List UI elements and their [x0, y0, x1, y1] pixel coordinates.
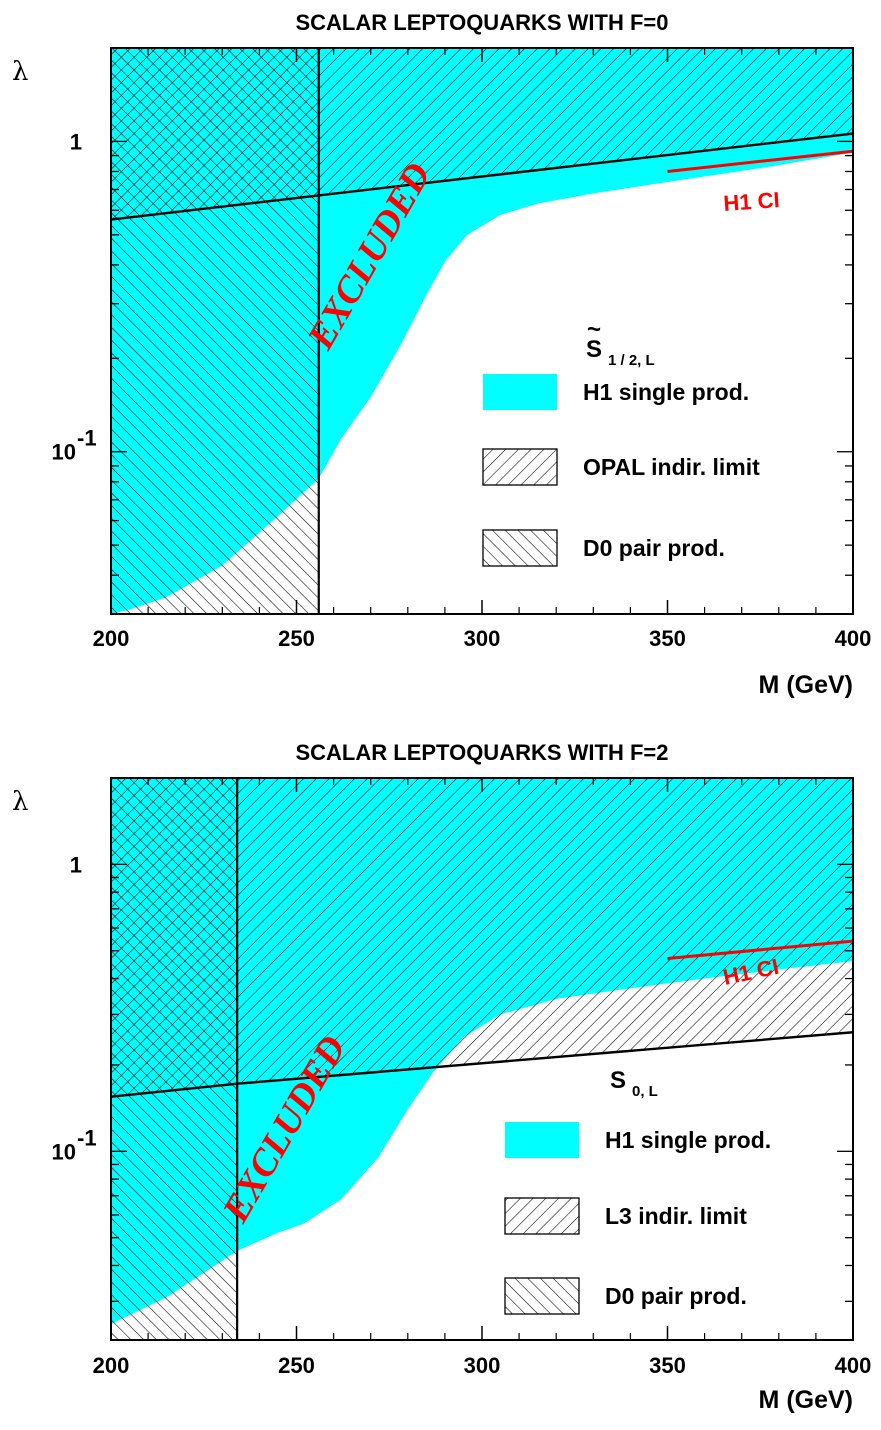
y-tick-exponent: -1 — [77, 1125, 97, 1150]
chart-panel-f0: 200 250 300 350 400 1 10-1 SCALAR LEPTOQUARKS W… — [12, 10, 871, 699]
x-axis-label: M (GeV) — [759, 671, 853, 699]
x-tick-label: 250 — [278, 626, 315, 651]
x-tick-label: 400 — [835, 626, 872, 651]
chart-title: SCALAR LEPTOQUARKS WITH F=0 — [295, 10, 668, 35]
legend-swatch — [482, 529, 558, 567]
y-tick-label: 10 — [52, 1139, 76, 1164]
model-label-subscript: 0, L — [632, 1083, 658, 1100]
d0-pair-prod-region — [111, 778, 238, 1340]
plot-area — [111, 48, 853, 614]
x-ticks: 200 250 300 350 400 — [93, 778, 872, 1378]
x-tick-label: 300 — [464, 626, 501, 651]
legend: H1 single prod. L3 indir. limit D0 pair pr… — [504, 1122, 771, 1315]
x-tick-label: 350 — [649, 626, 686, 651]
legend-label: D0 pair prod. — [583, 535, 725, 561]
legend-label: OPAL indir. limit — [583, 454, 760, 480]
y-tick-label: 1 — [70, 129, 82, 154]
y-ticks: 1 10-1 — [52, 47, 853, 615]
y-ticks: 1 10-1 — [52, 777, 853, 1302]
x-tick-label: 200 — [93, 626, 130, 651]
legend-swatch — [482, 448, 558, 486]
y-tick-exponent: -1 — [77, 426, 97, 451]
legend-swatch — [505, 1122, 579, 1158]
legend-label: D0 pair prod. — [605, 1283, 747, 1309]
legend: H1 single prod. OPAL indir. limit D0 pair … — [482, 374, 760, 567]
legend-swatch — [504, 1277, 580, 1315]
x-axis-label: M (GeV) — [759, 1386, 853, 1414]
x-tick-label: 400 — [835, 1353, 872, 1378]
chart-panel-f2: 200 250 300 350 400 1 10-1 SCALAR LEPTOQUARKS W… — [12, 740, 871, 1414]
x-tick-label: 250 — [278, 1353, 315, 1378]
h1-ci-curve — [667, 149, 853, 173]
h1-ci-label: H1 CI — [723, 187, 781, 216]
legend-label: L3 indir. limit — [605, 1203, 747, 1229]
legend-swatch — [504, 1197, 580, 1235]
h1-ci-curve — [667, 939, 853, 960]
legend-swatch — [483, 374, 557, 410]
plot-area — [111, 778, 853, 1340]
model-label: S — [610, 1067, 626, 1094]
x-ticks: 200 250 300 350 400 — [93, 48, 872, 651]
legend-label: H1 single prod. — [583, 379, 749, 405]
x-tick-label: 300 — [464, 1353, 501, 1378]
model-label-subscript: 1 / 2, L — [608, 352, 655, 369]
y-tick-label: 1 — [70, 852, 82, 877]
x-tick-label: 350 — [649, 1353, 686, 1378]
chart-title: SCALAR LEPTOQUARKS WITH F=2 — [295, 740, 668, 765]
model-label: S — [586, 336, 602, 363]
y-axis-label: λ — [12, 57, 28, 87]
model-label-accent: ~ — [587, 316, 601, 343]
y-tick-label: 10 — [52, 440, 76, 465]
d0-pair-prod-region — [111, 48, 319, 614]
indirect-limit-region — [111, 778, 853, 1097]
legend-label: H1 single prod. — [605, 1127, 771, 1153]
y-axis-label: λ — [12, 787, 28, 817]
x-tick-label: 200 — [93, 1353, 130, 1378]
